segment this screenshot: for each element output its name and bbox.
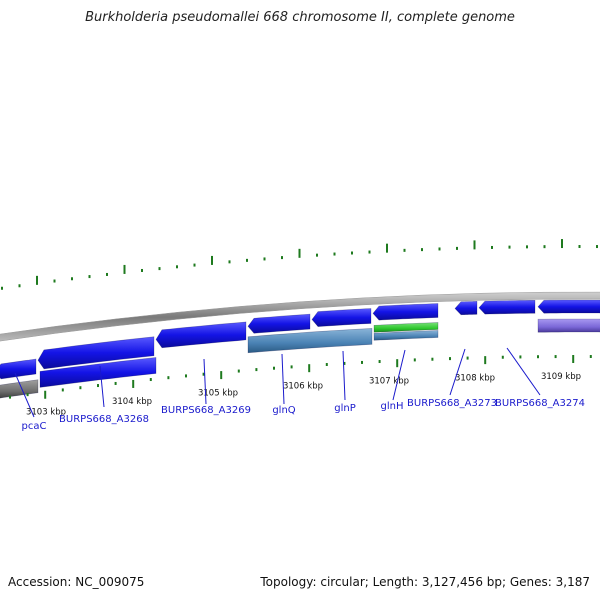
gene-label-leader: [281, 353, 285, 405]
gene-feature[interactable]: [37, 336, 155, 370]
gene-features: [0, 299, 600, 399]
scale-tick-label: 3103 kbp: [26, 408, 66, 418]
scale-ticks: 3103 kbp 3104 kbp 3105 kbp 3106 kbp 3107 kbp…: [9, 355, 592, 418]
gene-feature[interactable]: [478, 300, 536, 315]
gene-feature[interactable]: [0, 358, 37, 380]
scale-tick-label: 3106 kbp: [283, 382, 323, 392]
backbone-arc: [0, 291, 600, 342]
gene-label[interactable]: BURPS668_A3268: [59, 414, 149, 425]
gene-label[interactable]: pcaC: [22, 421, 47, 432]
genome-track-svg: 3103 kbp 3104 kbp 3105 kbp 3106 kbp 3107 kbp…: [0, 239, 600, 432]
gene-label-leader: [342, 350, 346, 401]
gene-label-leader: [14, 372, 35, 418]
outer-tick-ring: [1, 239, 598, 290]
gene-label-leader: [203, 358, 207, 405]
scale-tick-label: 3108 kbp: [455, 373, 495, 383]
chromosome-backbone: [0, 291, 600, 342]
gene-feature[interactable]: [39, 357, 157, 388]
gene-label[interactable]: BURPS668_A3273: [407, 398, 497, 409]
scale-tick-label: 3105 kbp: [198, 388, 238, 398]
gene-label[interactable]: glnQ: [272, 405, 295, 416]
gene-feature[interactable]: [311, 308, 372, 327]
gene-feature[interactable]: [537, 299, 600, 314]
map-title: Burkholderia pseudomallei 668 chromosome…: [85, 10, 515, 25]
scale-tick-label: 3104 kbp: [112, 397, 152, 407]
gene-feature[interactable]: [372, 303, 439, 321]
gene-label[interactable]: glnH: [381, 401, 404, 412]
gene-label-leader: [449, 348, 466, 396]
gene-label[interactable]: glnP: [334, 403, 356, 414]
gene-label-leader: [506, 347, 541, 396]
scale-tick-label: 3107 kbp: [369, 377, 409, 387]
gene-label-leader: [99, 365, 105, 408]
gene-feature[interactable]: [537, 318, 600, 333]
gene-feature[interactable]: [454, 300, 478, 316]
gene-label-leader: [392, 349, 406, 401]
gene-feature[interactable]: [247, 328, 373, 354]
gene-label[interactable]: BURPS668_A3269: [161, 405, 251, 416]
topology-text: Topology: circular; Length: 3,127,456 bp…: [260, 575, 590, 589]
gene-feature[interactable]: [155, 321, 247, 349]
gene-label[interactable]: BURPS668_A3274: [495, 398, 585, 409]
accession-text: Accession: NC_009075: [8, 575, 145, 589]
gene-feature[interactable]: [373, 322, 439, 333]
gene-feature[interactable]: [373, 330, 439, 341]
gene-labels: pcaC BURPS668_A3268 BURPS668_A3269 glnQ glnP…: [14, 347, 585, 432]
gene-feature[interactable]: [247, 313, 311, 334]
scale-tick-label: 3109 kbp: [541, 372, 581, 382]
